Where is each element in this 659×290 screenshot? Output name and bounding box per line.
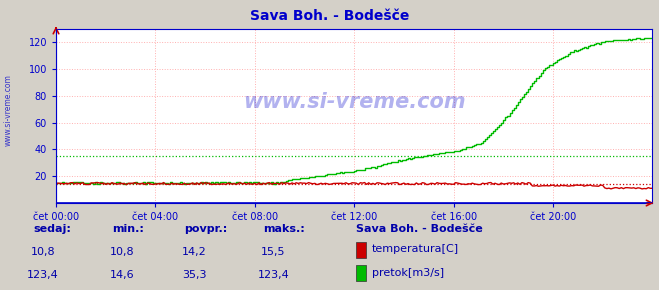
Text: 10,8: 10,8: [109, 247, 134, 257]
Text: 14,6: 14,6: [109, 270, 134, 280]
Text: www.si-vreme.com: www.si-vreme.com: [243, 92, 465, 112]
Text: temperatura[C]: temperatura[C]: [372, 244, 459, 254]
Text: povpr.:: povpr.:: [185, 224, 228, 234]
Text: Sava Boh. - Bodešče: Sava Boh. - Bodešče: [356, 224, 482, 234]
Text: Sava Boh. - Bodešče: Sava Boh. - Bodešče: [250, 9, 409, 23]
Text: sedaj:: sedaj:: [33, 224, 71, 234]
Text: pretok[m3/s]: pretok[m3/s]: [372, 267, 444, 278]
Text: 10,8: 10,8: [30, 247, 55, 257]
Text: www.si-vreme.com: www.si-vreme.com: [3, 74, 13, 146]
Text: 15,5: 15,5: [261, 247, 286, 257]
Text: maks.:: maks.:: [264, 224, 305, 234]
Text: 123,4: 123,4: [27, 270, 59, 280]
Text: min.:: min.:: [112, 224, 144, 234]
Text: 14,2: 14,2: [182, 247, 207, 257]
Text: 35,3: 35,3: [182, 270, 207, 280]
Text: 123,4: 123,4: [258, 270, 289, 280]
